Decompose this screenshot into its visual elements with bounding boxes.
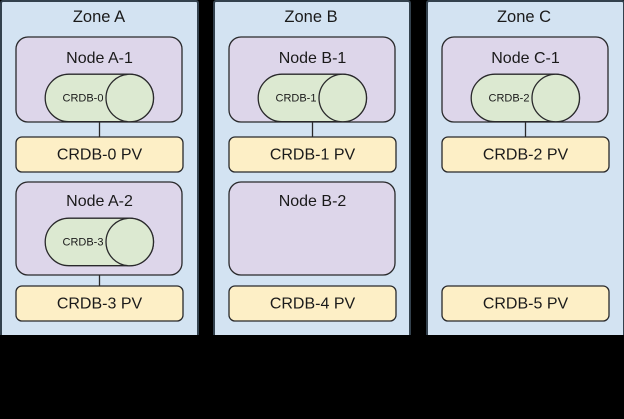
svg-text:CRDB-3 PV: CRDB-3 PV [57,296,143,313]
svg-text:CRDB-2 PV: CRDB-2 PV [483,147,569,164]
svg-text:CRDB-3: CRDB-3 [63,237,104,249]
svg-text:CRDB-0: CRDB-0 [63,93,104,105]
svg-text:Node B-2: Node B-2 [279,193,347,210]
svg-text:Node B-1: Node B-1 [279,50,347,67]
svg-text:CRDB-2: CRDB-2 [489,93,530,105]
svg-text:Zone A: Zone A [73,8,125,26]
svg-text:CRDB-5 PV: CRDB-5 PV [483,296,569,313]
svg-text:CRDB-1: CRDB-1 [276,93,317,105]
svg-text:Zone C: Zone C [497,8,551,26]
svg-text:CRDB-1 PV: CRDB-1 PV [270,147,356,164]
svg-text:Node A-1: Node A-1 [66,50,133,67]
svg-text:CRDB-4 PV: CRDB-4 PV [270,296,356,313]
svg-text:Node C-1: Node C-1 [491,50,560,67]
svg-text:CRDB-0 PV: CRDB-0 PV [57,147,143,164]
svg-text:Node A-2: Node A-2 [66,193,133,210]
svg-text:Zone B: Zone B [284,8,337,26]
